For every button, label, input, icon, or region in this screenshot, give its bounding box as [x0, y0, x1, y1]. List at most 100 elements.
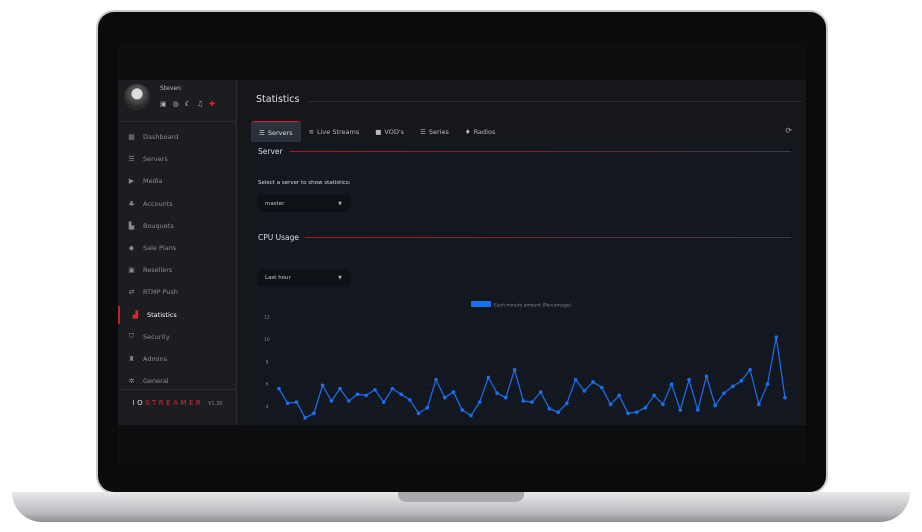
brand-logo: IOSTREAMER V1.30 [118, 389, 237, 419]
sidebar-item-statistics[interactable]: ▟ Statistics [118, 304, 236, 326]
data-point [757, 402, 761, 407]
microphone-icon: ♦ [464, 128, 471, 136]
server-section-header: Server [258, 147, 791, 156]
caret-down-icon: ▼ [338, 274, 342, 281]
sidebar-item-label: General [143, 377, 169, 386]
data-point [538, 390, 543, 394]
tags-icon: ◆ [128, 244, 135, 253]
sidebar-item-security[interactable]: ⛉ Security [118, 326, 236, 348]
data-point [442, 395, 447, 400]
data-point [373, 388, 377, 392]
play-icon: ▶ [128, 177, 135, 186]
data-point [303, 416, 307, 420]
data-point [669, 382, 674, 386]
data-point [783, 395, 787, 400]
sidebar-item-label: Resellers [143, 266, 173, 275]
moon-icon[interactable]: ☾ [184, 100, 192, 108]
tab-radios[interactable]: ♦ Radios [464, 128, 496, 136]
tab-vod-s[interactable]: ■ VOD's [375, 128, 405, 136]
exchange-icon: ⇄ [128, 288, 135, 297]
gears-icon: ✲ [128, 377, 135, 386]
page-title: Statistics [256, 94, 300, 105]
sidebar-item-bouquets[interactable]: ▙ Bouquets [118, 215, 236, 237]
series-line [278, 337, 786, 419]
bell-icon[interactable]: ♫ [197, 100, 204, 108]
tab-bar: ☰ Servers ≋ Live Streams ■ VOD's ☰ Series ♦ Radio… [251, 121, 798, 143]
legend-swatch [471, 301, 491, 307]
chart-icon: ▟ [132, 310, 139, 319]
video-icon: ■ [375, 128, 382, 136]
data-point [722, 391, 726, 395]
pin-icon[interactable]: ✚ [209, 100, 216, 108]
sidebar-item-label: Media [143, 177, 163, 186]
contact-icon: ▣ [128, 266, 135, 275]
sidebar-item-dashboard[interactable]: ▦ Dashboard [118, 126, 236, 148]
data-point [329, 399, 334, 403]
data-point [687, 377, 691, 382]
data-point [285, 401, 290, 406]
data-point [565, 401, 569, 406]
laptop-screen: Steven ▣ ◍ ☾ ♫ ✚ ▦ Dashboard ☰ Servers ▶ Medi… [118, 42, 806, 465]
data-point [573, 377, 578, 382]
server-select[interactable]: master ▼ [258, 195, 350, 212]
list-icon: ☰ [420, 128, 426, 136]
stats-panel: Server Select a server to show statistic… [251, 142, 798, 425]
globe-icon[interactable]: ◍ [172, 100, 179, 108]
user-lock-icon: ♜ [128, 354, 135, 363]
data-point [460, 408, 465, 412]
range-select[interactable]: Last hour ▼ [258, 269, 350, 286]
data-point [399, 392, 403, 397]
sidebar-item-admins[interactable]: ♜ Admins [118, 348, 236, 370]
cpu-section-header: CPU Usage [258, 233, 791, 242]
sidebar-item-resellers[interactable]: ▣ Resellers [118, 259, 236, 281]
tab-live-streams[interactable]: ≋ Live Streams [308, 128, 360, 136]
users-icon: ♣ [128, 199, 135, 208]
sidebar-item-sale-plans[interactable]: ◆ Sale Plans [118, 237, 236, 259]
sidebar-item-rtmp-push[interactable]: ⇄ RTMP Push [118, 281, 236, 303]
sidebar-item-media[interactable]: ▶ Media [118, 170, 236, 192]
boxes-icon: ▙ [128, 221, 135, 230]
shield-icon: ⛉ [128, 332, 135, 341]
data-point [617, 393, 622, 398]
data-point [381, 400, 386, 404]
sidebar-item-general[interactable]: ✲ General [118, 370, 236, 392]
data-point [277, 386, 281, 391]
data-point [748, 367, 752, 372]
sidebar-item-label: Bouquets [143, 221, 174, 230]
data-point [521, 399, 526, 403]
sidebar-item-servers[interactable]: ☰ Servers [118, 148, 236, 170]
data-point [643, 405, 648, 410]
data-point [477, 400, 482, 404]
data-point [634, 410, 639, 414]
divider [308, 101, 802, 102]
tab-series[interactable]: ☰ Series [420, 128, 449, 136]
data-point [713, 403, 718, 408]
id-card-icon[interactable]: ▣ [160, 100, 167, 108]
data-point [416, 411, 421, 416]
server-icon: ☰ [128, 155, 135, 164]
data-point [765, 382, 770, 386]
sidebar-item-label: Sale Plans [143, 244, 177, 253]
grid-icon: ▦ [128, 133, 135, 142]
avatar[interactable] [124, 84, 150, 110]
y-tick-label: 6 [266, 382, 269, 388]
data-point [390, 386, 395, 391]
tab-servers[interactable]: ☰ Servers [251, 121, 301, 143]
sidebar-item-accounts[interactable]: ♣ Accounts [118, 193, 236, 215]
data-point [320, 383, 325, 388]
refresh-icon[interactable]: ⟳ [785, 126, 792, 135]
laptop-notch [398, 492, 524, 502]
data-point [591, 380, 595, 384]
data-point [774, 335, 779, 339]
sidebar-item-label: Admins [143, 354, 168, 363]
data-point [608, 402, 613, 407]
sidebar-item-label: Accounts [143, 199, 173, 208]
data-point [739, 379, 744, 383]
data-point [408, 398, 412, 402]
data-point [652, 393, 656, 398]
sidebar-item-label: Security [143, 332, 170, 341]
server-prompt: Select a server to show statistics: [258, 180, 351, 186]
sidebar-item-label: RTMP Push [143, 288, 179, 297]
data-point [312, 411, 316, 416]
